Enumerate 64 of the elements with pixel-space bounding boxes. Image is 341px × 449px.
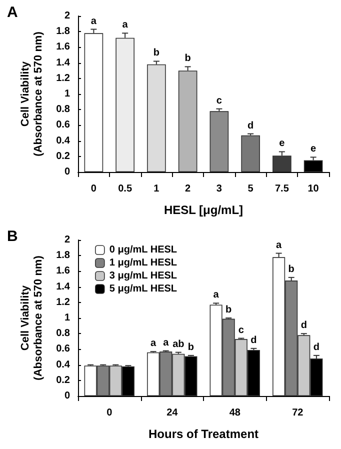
legend-label: 5 μg/mL HESL [109,284,178,294]
y-tick-label: 0.6 [56,344,70,355]
y-tick-label: 1.4 [56,281,70,292]
data-label: a [163,337,170,348]
data-label: b [188,342,194,353]
y-axis-title: Cell Viability (Absorbance at 570 nm) [20,255,45,380]
data-label: b [226,304,232,316]
data-label: b [153,48,160,59]
y-tick-label: 2 [64,234,70,246]
x-tick-label: 0 [90,184,97,194]
y-tick-label: 1.8 [56,250,70,262]
data-label: b [288,264,294,275]
y-tick-label: 0.2 [56,150,70,162]
x-tick-label: 24 [166,408,178,418]
x-axis-title: HESL [μg/mL] [164,203,244,217]
y-tick-label: 0 [64,390,70,402]
y-tick-label: 0.4 [56,135,70,146]
data-label: c [216,95,222,106]
x-tick-label: 10 [308,184,320,194]
data-label: e [310,144,317,155]
x-axis-title: Hours of Treatment [148,427,259,441]
x-tick-label: 0 [106,408,113,418]
x-tick-label: 48 [229,408,241,418]
y-tick-label: 1.6 [56,266,70,277]
data-label: a [90,16,97,27]
y-tick-label: 1.2 [56,296,70,308]
data-label: c [238,324,244,336]
y-tick-label: 1.6 [56,42,70,53]
data-label: ab [172,338,184,350]
y-tick-label: 1 [64,88,70,100]
y-tick-label: 0.8 [56,104,70,116]
x-tick-label: 72 [292,408,304,418]
x-tick-label: 0.5 [118,184,132,194]
legend-label: 0 μg/mL HESL [109,244,178,256]
data-label: d [313,342,320,353]
chart-title: A [7,4,18,21]
data-label: e [279,138,286,150]
data-label: d [250,334,257,346]
x-tick-label: 3 [216,184,222,194]
y-tick-label: 0.6 [56,120,70,131]
data-label: b [184,53,191,64]
y-tick-label: 1.8 [56,26,70,38]
data-label: d [300,320,307,332]
y-tick-label: 0.4 [56,359,70,370]
y-tick-label: 1.4 [56,57,70,68]
y-tick-label: 2 [64,10,70,22]
legend-label: 1 μg/mL HESL [109,258,178,268]
x-tick-label: 1 [154,184,160,194]
data-label: a [150,338,157,350]
data-label: a [122,20,128,31]
x-tick-label: 2 [185,184,192,194]
y-tick-label: 0.2 [56,374,70,386]
data-label: a [213,290,220,301]
data-label: d [248,120,254,132]
y-tick-label: 0 [64,166,70,178]
y-axis-title: Cell Viability (Absorbance at 570 nm) [20,31,45,156]
chart-title: B [7,228,18,245]
y-tick-label: 1.2 [56,72,70,84]
x-tick-label: 7.5 [274,184,290,194]
legend-label: 3 μg/mL HESL [109,270,178,282]
y-tick-label: 1 [64,312,70,324]
y-tick-label: 0.8 [56,328,70,340]
data-label: a [276,240,282,251]
x-tick-label: 5 [248,184,254,194]
